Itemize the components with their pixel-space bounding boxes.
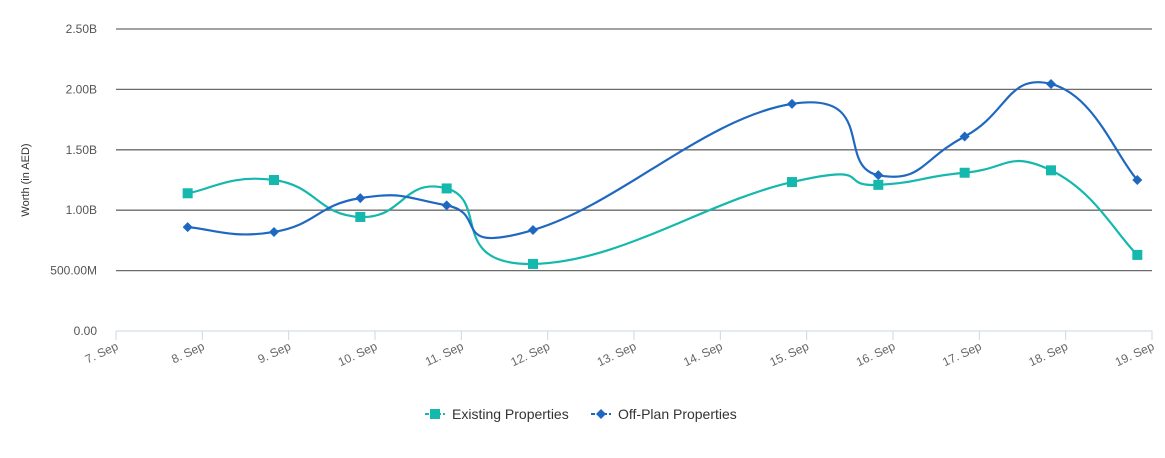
y-axis-labels: 0.00 500.00M 1.00B 1.50B 2.00B 2.50B xyxy=(50,22,97,338)
x-tick-label: 8. Sep xyxy=(169,339,207,366)
data-point xyxy=(959,167,970,178)
y-tick-label: 1.50B xyxy=(66,143,97,157)
y-tick-label: 500.00M xyxy=(50,264,97,278)
x-tick-label: 16. Sep xyxy=(854,339,898,369)
data-point xyxy=(268,175,279,185)
y-tick-label: 2.50B xyxy=(66,22,97,36)
data-point xyxy=(1132,249,1143,260)
series-line xyxy=(187,159,1139,266)
y-tick-label: 2.00B xyxy=(66,82,97,96)
data-point xyxy=(527,258,538,269)
x-tick-label: 17. Sep xyxy=(940,339,984,369)
data-point xyxy=(527,225,538,236)
x-tick-label: 12. Sep xyxy=(509,339,553,369)
data-point xyxy=(1045,165,1056,176)
data-point xyxy=(1132,175,1143,185)
x-tick-label: 9. Sep xyxy=(256,339,294,366)
legend-diamond-icon xyxy=(596,409,606,419)
legend-item[interactable]: Off-Plan Properties xyxy=(591,406,737,422)
data-point xyxy=(959,131,970,142)
legend: Existing Properties Off-Plan Properties xyxy=(425,406,737,422)
data-point xyxy=(182,188,193,199)
x-tick-label: 11. Sep xyxy=(423,339,466,369)
y-axis-title: Worth (in AED) xyxy=(20,143,32,216)
data-point xyxy=(441,200,452,211)
x-tick-label: 7. Sep xyxy=(83,339,121,366)
series-existing-properties xyxy=(182,159,1143,269)
legend-label: Off-Plan Properties xyxy=(618,406,737,422)
x-tick-label: 15. Sep xyxy=(768,339,812,369)
x-tick-label: 14. Sep xyxy=(681,339,725,369)
x-tick-label: 19. Sep xyxy=(1113,339,1157,369)
data-point xyxy=(268,226,279,237)
series-line xyxy=(187,81,1139,240)
grid-lines xyxy=(116,28,1152,272)
x-tick-label: 18. Sep xyxy=(1027,339,1071,369)
legend-item[interactable]: Existing Properties xyxy=(425,406,569,422)
series-group xyxy=(182,78,1143,269)
x-tick-label: 10. Sep xyxy=(336,339,380,369)
data-point xyxy=(873,179,884,190)
x-tick-label: 13. Sep xyxy=(595,339,639,369)
data-point xyxy=(355,193,366,204)
series-off-plan-properties xyxy=(182,78,1143,240)
data-point xyxy=(786,177,797,188)
data-point xyxy=(786,98,797,109)
data-point xyxy=(873,170,884,181)
data-point xyxy=(355,211,366,222)
data-point xyxy=(1045,78,1056,89)
y-tick-label: 0.00 xyxy=(74,324,98,338)
legend-label: Existing Properties xyxy=(452,406,569,422)
legend-square-icon xyxy=(430,409,440,419)
data-point xyxy=(441,183,452,194)
y-tick-label: 1.00B xyxy=(66,203,97,217)
data-point xyxy=(182,222,193,233)
x-axis: 7. Sep 8. Sep 9. Sep 10. Sep 11. Sep 12. Sep 1… xyxy=(83,330,1157,369)
